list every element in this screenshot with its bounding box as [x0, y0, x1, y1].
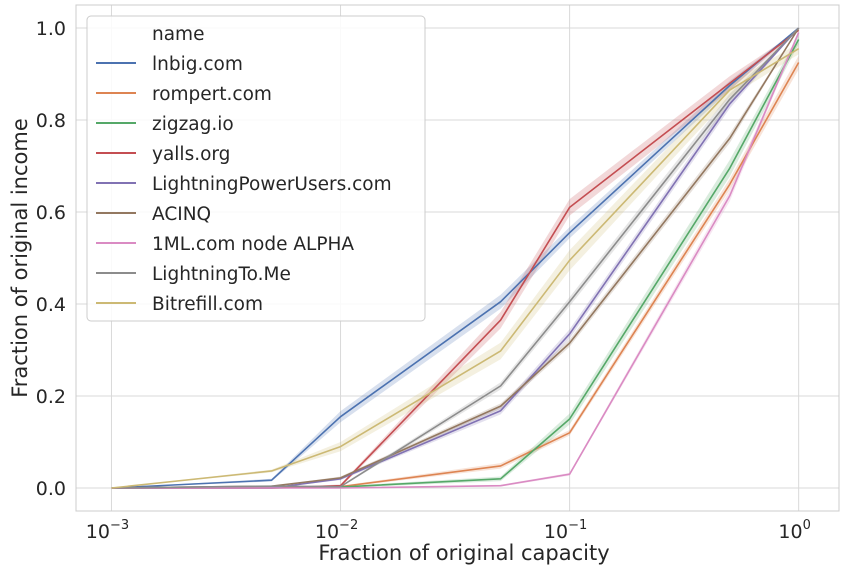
series-line: [111, 48, 800, 489]
x-tick-label: 10−3: [86, 518, 129, 543]
legend-title: name: [152, 24, 204, 45]
series-line: [111, 27, 800, 489]
y-tick-label: 0.2: [36, 386, 66, 408]
y-tick-label: 0.0: [36, 478, 66, 500]
legend-box: [86, 15, 426, 322]
series-band: [111, 43, 799, 489]
legend-entry: lnbig.com: [152, 54, 243, 75]
series-lines: [111, 27, 800, 489]
legend-entry: Bitrefill.com: [152, 294, 263, 315]
legend-entry: rompert.com: [152, 84, 272, 105]
y-tick-label: 0.8: [36, 110, 66, 132]
y-axis-label: Fraction of original income: [8, 118, 32, 398]
y-axis-ticks: 0.0 0.2 0.4 0.6 0.8 1.0: [36, 18, 66, 500]
legend-entry: LightningTo.Me: [152, 264, 291, 285]
x-tick-label: 10−1: [544, 518, 587, 543]
y-tick-label: 0.4: [36, 294, 66, 316]
legend-entry: yalls.org: [152, 144, 230, 165]
legend-entry: ACINQ: [152, 204, 211, 225]
legend-entry: 1ML.com node ALPHA: [152, 234, 354, 255]
series-line: [111, 27, 800, 489]
plot-frame: [75, 4, 840, 512]
series-line: [111, 32, 800, 489]
x-axis-label: Fraction of original capacity: [318, 541, 609, 565]
legend: name lnbig.com rompert.com zigzag.io yalls.…: [86, 15, 426, 322]
x-tick-label: 10−2: [315, 518, 358, 543]
y-tick-label: 1.0: [36, 18, 66, 40]
x-tick-label: 100: [778, 518, 810, 543]
legend-entry: LightningPowerUsers.com: [152, 174, 392, 195]
x-axis-ticks: 10−3 10−2 10−1 100: [86, 518, 811, 543]
legend-entry: zigzag.io: [152, 114, 234, 135]
y-tick-label: 0.6: [36, 202, 66, 224]
